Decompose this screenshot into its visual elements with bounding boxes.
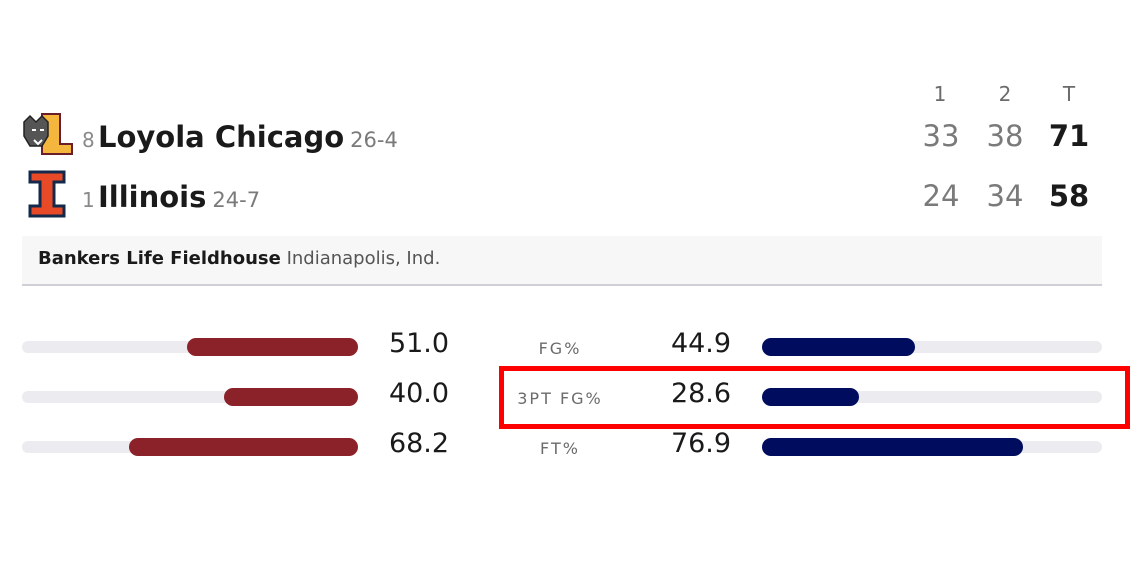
stat-label: 3PT FG% [517,389,603,408]
left-value: 40.0 [388,378,450,409]
right-track [762,438,1102,456]
team-row[interactable]: 8 Loyola Chicago 26-4 33 38 71 [0,108,1144,168]
left-value: 51.0 [388,328,450,359]
right-track [762,338,1102,356]
team-name: Illinois [98,180,207,214]
left-track [22,388,358,406]
team-rank: 1 [82,188,95,212]
period-header: 1 [933,82,947,106]
period-score: 38 [986,119,1024,153]
highlight-box [499,366,1130,429]
period-score: 33 [922,119,960,153]
period-header: T [1062,82,1076,106]
right-bar [762,388,860,406]
team-logo [28,170,66,218]
stat-label: FT% [540,439,580,458]
team-rank: 8 [82,128,95,152]
right-value: 44.9 [670,328,732,359]
right-bar [762,338,915,356]
total-score: 71 [1048,119,1090,153]
left-bar [186,338,358,356]
team-info: Loyola Chicago 26-4 [98,120,398,154]
left-bar [128,438,358,456]
period-header: 2 [998,82,1012,106]
venue-name: Bankers Life Fieldhouse [38,248,281,269]
left-bar [223,388,358,406]
venue: Bankers Life Fieldhouse Indianapolis, In… [38,248,440,269]
left-track [22,338,358,356]
right-bar [762,438,1024,456]
team-record: 26-4 [350,128,398,152]
left-value: 68.2 [388,428,450,459]
left-track [22,438,358,456]
venue-bar: Bankers Life Fieldhouse Indianapolis, In… [22,236,1102,286]
team-name: Loyola Chicago [98,120,345,154]
period-score: 34 [986,179,1024,213]
period-score: 24 [922,179,960,213]
right-value: 28.6 [670,378,732,409]
venue-location: Indianapolis, Ind. [286,248,441,269]
team-record: 24-7 [212,188,261,212]
stat-label: FG% [538,339,582,358]
right-value: 76.9 [670,428,732,459]
team-row[interactable]: 1 Illinois 24-7 24 34 58 [0,168,1144,228]
total-score: 58 [1048,179,1090,213]
team-info: Illinois 24-7 [98,180,260,214]
team-logo [23,113,73,155]
right-track [762,388,1102,406]
